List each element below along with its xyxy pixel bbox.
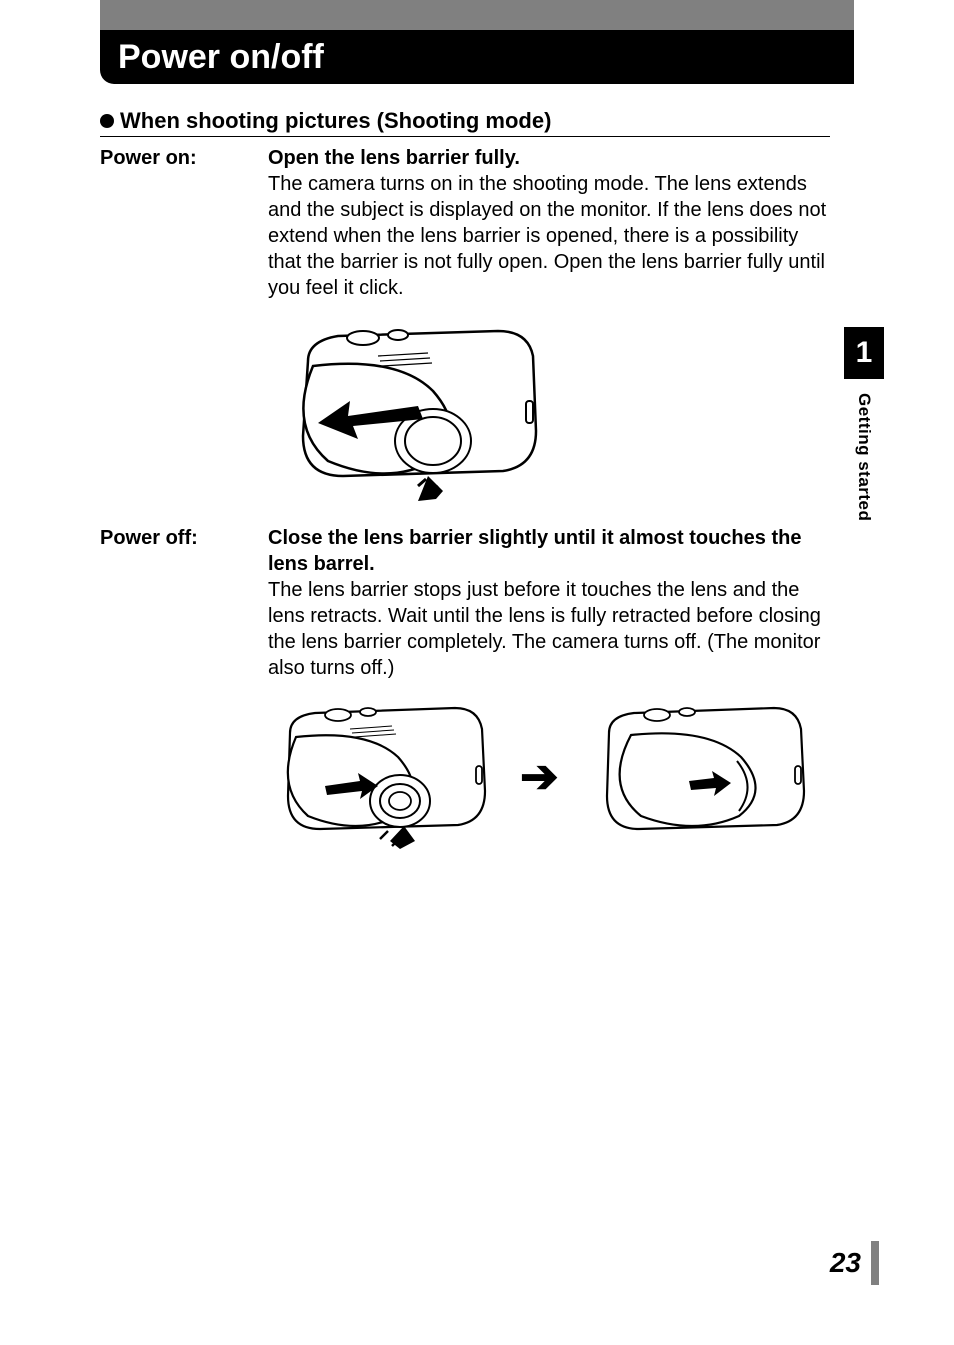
power-on-body: Open the lens barrier fully. The camera … bbox=[268, 145, 830, 301]
power-on-entry: Power on: Open the lens barrier fully. T… bbox=[100, 145, 830, 301]
page-marker bbox=[871, 1241, 879, 1285]
content-area: When shooting pictures (Shooting mode) P… bbox=[100, 108, 830, 861]
power-off-body: Close the lens barrier slightly until it… bbox=[268, 525, 830, 681]
page-number: 23 bbox=[830, 1247, 861, 1279]
camera-closing-icon bbox=[260, 691, 500, 861]
page-title: Power on/off bbox=[118, 38, 324, 76]
chapter-number: 1 bbox=[844, 327, 884, 379]
power-off-text: The lens barrier stops just before it to… bbox=[268, 579, 821, 679]
power-on-label: Power on: bbox=[100, 145, 268, 301]
chapter-label: Getting started bbox=[854, 393, 874, 521]
subheader-row: When shooting pictures (Shooting mode) bbox=[100, 108, 830, 137]
arrow-right-icon: ➔ bbox=[520, 749, 559, 803]
power-on-text: The camera turns on in the shooting mode… bbox=[268, 173, 826, 299]
page-footer: 23 bbox=[830, 1241, 879, 1285]
page-title-bar: Power on/off bbox=[100, 30, 854, 84]
side-tab: 1 Getting started bbox=[844, 327, 884, 521]
power-on-illustration bbox=[268, 311, 830, 511]
power-off-label: Power off: bbox=[100, 525, 268, 681]
bullet-icon bbox=[100, 114, 114, 128]
power-on-bold: Open the lens barrier fully. bbox=[268, 147, 520, 169]
power-off-illustration: ➔ bbox=[260, 691, 830, 861]
camera-open-icon bbox=[268, 311, 558, 511]
top-gray-bar bbox=[100, 0, 854, 30]
subheader-text: When shooting pictures (Shooting mode) bbox=[120, 108, 551, 134]
power-off-bold: Close the lens barrier slightly until it… bbox=[268, 527, 801, 575]
power-off-entry: Power off: Close the lens barrier slight… bbox=[100, 525, 830, 681]
camera-closed-icon bbox=[579, 691, 819, 861]
